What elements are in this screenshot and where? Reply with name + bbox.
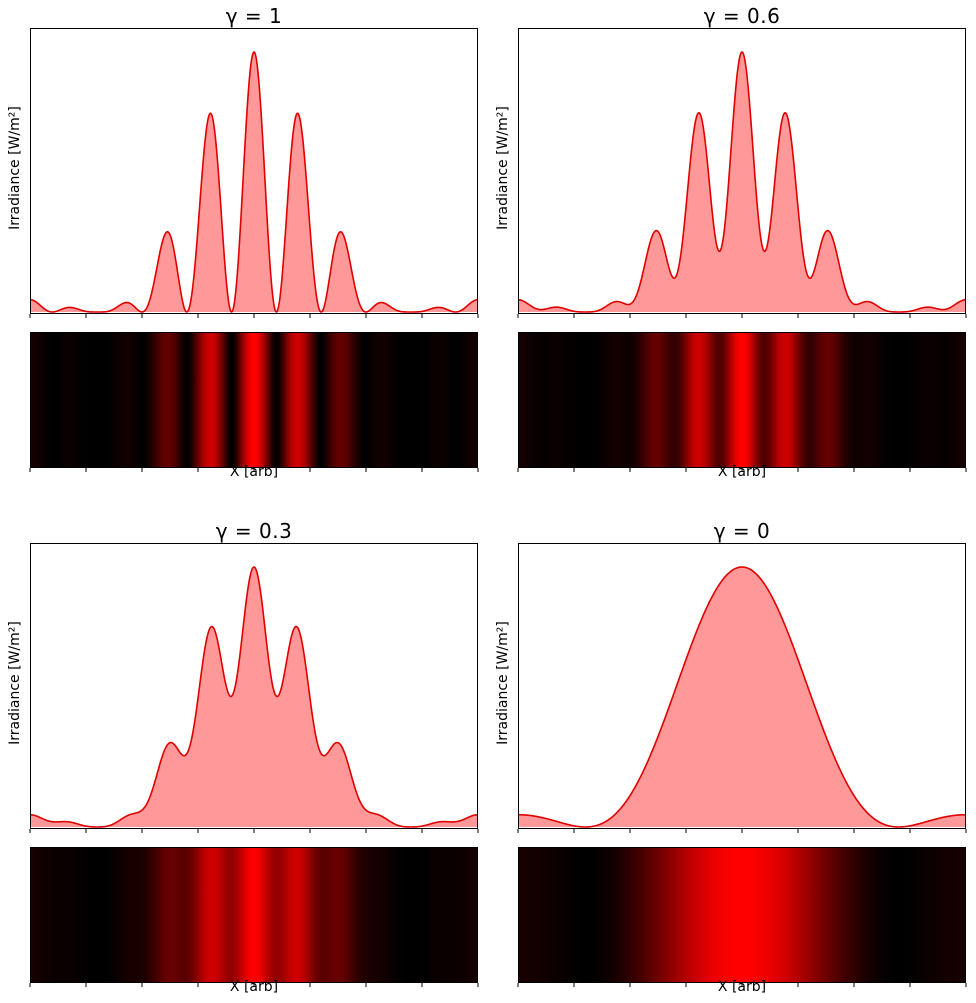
plot-frame [30, 28, 478, 314]
image-frame [30, 332, 478, 468]
y-axis-label: Irradiance [W/m²] [7, 621, 23, 745]
irradiance-curve [518, 566, 966, 828]
fringe-pattern [518, 332, 966, 468]
irradiance-curve [29, 51, 479, 313]
irradiance-curve [517, 51, 967, 313]
irradiance-area [518, 52, 966, 312]
y-axis-label: Irradiance [W/m²] [7, 106, 23, 230]
y-axis-label: Irradiance [W/m²] [495, 106, 511, 230]
panel-title: γ = 0.3 [215, 519, 293, 543]
image-frame [518, 847, 966, 983]
irradiance-plot [29, 543, 479, 833]
x-axis-label: X [arb] [229, 979, 279, 995]
fringe-image [29, 847, 479, 987]
x-axis-label: X [arb] [717, 979, 767, 995]
image-frame [30, 847, 478, 983]
fringe-pattern [30, 847, 478, 983]
irradiance-area [518, 567, 966, 827]
fringe-pattern [30, 332, 478, 468]
fringe-pattern [518, 847, 966, 983]
fringe-image [29, 332, 479, 472]
y-axis-label: Irradiance [W/m²] [495, 621, 511, 745]
x-axis-label: X [arb] [717, 464, 767, 480]
irradiance-plot [29, 28, 479, 318]
panel-gamma-0-3: γ = 0.3 Irradiance [W/m²] X [arb] [7, 515, 479, 1003]
x-axis-label: X [arb] [229, 464, 279, 480]
plot-frame [518, 543, 966, 829]
irradiance-area [30, 567, 478, 827]
irradiance-curve [29, 566, 479, 828]
panel-gamma-0-6: γ = 0.6 Irradiance [W/m²] X [arb] [495, 0, 967, 500]
irradiance-plot [517, 28, 967, 318]
plot-frame [30, 543, 478, 829]
fringe-image [517, 332, 967, 472]
image-frame [518, 332, 966, 468]
fringe-image [517, 847, 967, 987]
panel-title: γ = 0 [713, 519, 771, 543]
irradiance-area [30, 52, 478, 312]
irradiance-plot [517, 543, 967, 833]
panel-title: γ = 1 [225, 4, 283, 28]
panel-gamma-1: γ = 1 Irradiance [W/m²] X [arb] [7, 0, 479, 500]
panel-gamma-0: γ = 0 Irradiance [W/m²] X [arb] [495, 515, 967, 1003]
panel-title: γ = 0.6 [703, 4, 781, 28]
plot-frame [518, 28, 966, 314]
